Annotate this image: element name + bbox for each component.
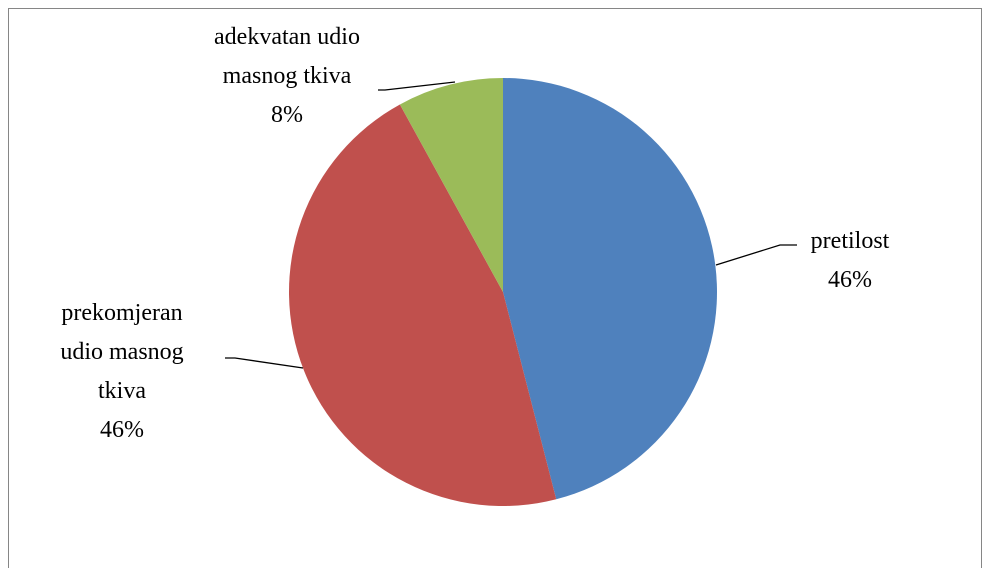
category-label: pretilost — [810, 228, 890, 254]
pie-slice — [503, 78, 717, 500]
leader-line — [715, 244, 797, 266]
pie-slice — [399, 78, 503, 292]
pie-slice — [288, 104, 557, 506]
leader-line — [378, 81, 456, 91]
chart-frame — [8, 8, 982, 568]
slice-label: adekvatan udio masnog tkiva 8% — [212, 18, 362, 135]
slice-label: pretilost 46% — [775, 222, 925, 300]
category-label: adekvatan udio masnog tkiva — [214, 24, 360, 89]
value-label: 46% — [828, 267, 872, 293]
category-label: prekomjeran udio masnog tkiva — [60, 300, 184, 404]
leader-line — [225, 357, 304, 369]
value-label: 8% — [271, 102, 303, 128]
slice-label: prekomjeran udio masnog tkiva 46% — [47, 294, 197, 450]
value-label: 46% — [100, 417, 144, 443]
